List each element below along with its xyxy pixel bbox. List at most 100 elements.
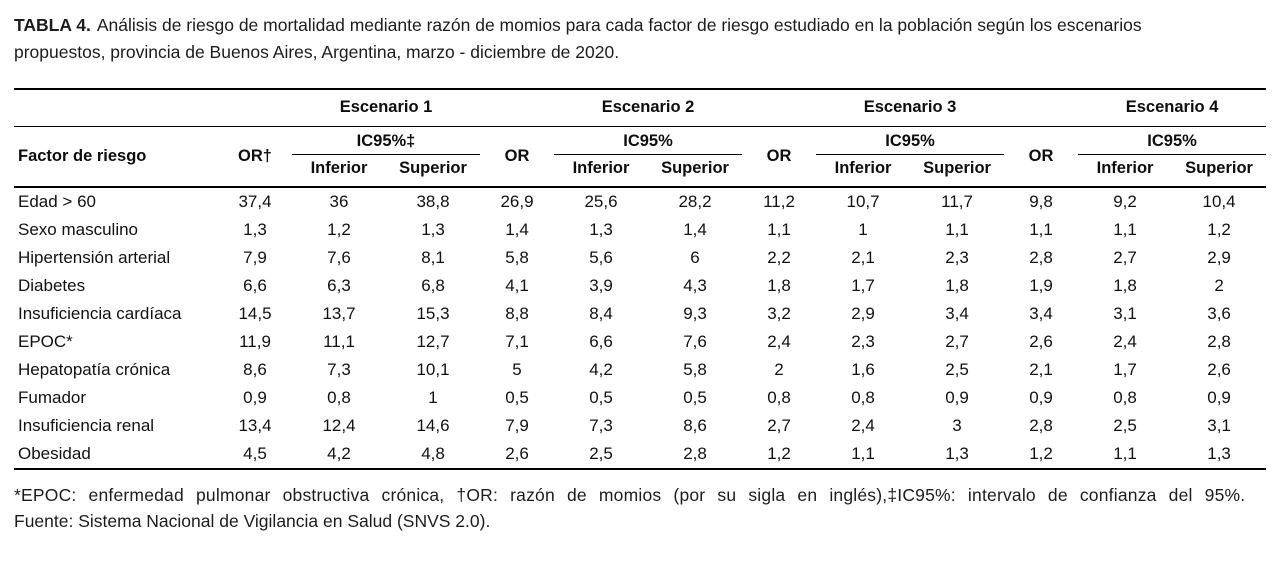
value-cell: 2,5: [589, 444, 613, 464]
value-cell: 1,2: [327, 220, 351, 240]
ic95-header-scenario-4: IC95%: [1078, 126, 1267, 156]
value-cell: 3,4: [1029, 304, 1053, 324]
scenario-2-header: Escenario 2: [554, 89, 743, 128]
scenario-3-header: Escenario 3: [816, 89, 1005, 128]
blank-cell: [742, 89, 817, 128]
superior-header-scenario-4: Superior: [1185, 159, 1253, 178]
value-cell: 36: [329, 192, 349, 212]
table-row: Obesidad 4,5 4,2 4,8 2,6 2,5 2,8 1,2 1,1 1,3 1,2 1,…: [14, 440, 1266, 469]
value-cell: 6,6: [243, 276, 267, 296]
value-cell: 4,8: [421, 444, 445, 464]
value-cell: 8,8: [505, 304, 529, 324]
value-cell: 1,1: [945, 220, 969, 240]
risk-table: Escenario 1 Escenario 2 Escenario 3 Esce…: [14, 88, 1267, 471]
risk-factor-cell: Obesidad: [18, 444, 91, 464]
value-cell: 25,6: [584, 192, 618, 212]
value-cell: 4,5: [243, 444, 267, 464]
value-cell: 13,7: [322, 304, 356, 324]
value-cell: 10,7: [846, 192, 880, 212]
value-cell: 1,1: [1029, 220, 1053, 240]
value-cell: 7,6: [327, 248, 351, 268]
value-cell: 2: [774, 360, 784, 380]
value-cell: 11,9: [239, 332, 271, 352]
inferior-header-scenario-1: Inferior: [310, 159, 368, 178]
value-cell: 1,8: [767, 276, 791, 296]
value-cell: 1,4: [505, 220, 529, 240]
or-header-scenario-1: OR†: [238, 147, 272, 166]
risk-factor-cell: Diabetes: [18, 276, 86, 296]
ic95-header-scenario-3: IC95%: [816, 126, 1005, 156]
value-cell: 0,9: [1029, 388, 1053, 408]
value-cell: 3,1: [1113, 304, 1137, 324]
value-cell: 6,6: [589, 332, 613, 352]
value-cell: 3: [952, 416, 962, 436]
value-cell: 10,1: [416, 360, 450, 380]
value-cell: 7,3: [327, 360, 351, 380]
value-cell: 15,3: [416, 304, 450, 324]
value-cell: 2,6: [1207, 360, 1231, 380]
table-row: Diabetes 6,6 6,3 6,8 4,1 3,9 4,3 1,8 1,7 1,8 1,9 1,…: [14, 272, 1266, 300]
value-cell: 0,5: [589, 388, 613, 408]
value-cell: 1,3: [243, 220, 267, 240]
risk-factor-cell: Hipertensión arterial: [18, 248, 171, 268]
value-cell: 1: [858, 220, 868, 240]
value-cell: 9,8: [1029, 192, 1053, 212]
value-cell: 1,2: [1207, 220, 1231, 240]
value-cell: 1,3: [589, 220, 613, 240]
value-cell: 1,3: [1207, 444, 1231, 464]
value-cell: 2,6: [505, 444, 529, 464]
value-cell: 2,6: [1029, 332, 1053, 352]
value-cell: 0,8: [1113, 388, 1137, 408]
value-cell: 1,4: [683, 220, 707, 240]
value-cell: 10,4: [1202, 192, 1236, 212]
risk-factor-cell: Sexo masculino: [18, 220, 139, 240]
value-cell: 3,4: [945, 304, 969, 324]
table-row: Hepatopatía crónica 8,6 7,3 10,1 5 4,2 5,8 2 1,6…: [14, 356, 1266, 384]
table-header: Escenario 1 Escenario 2 Escenario 3 Esce…: [14, 89, 1267, 188]
value-cell: 2,9: [1207, 248, 1231, 268]
value-cell: 28,2: [678, 192, 712, 212]
value-cell: 2,1: [851, 248, 875, 268]
scenario-4-header: Escenario 4: [1078, 89, 1267, 128]
bounds-header-row: Inferior Superior Inferior Superior Infe…: [14, 155, 1266, 187]
value-cell: 6,3: [327, 276, 351, 296]
value-cell: 0,9: [1207, 388, 1231, 408]
value-cell: 1,3: [421, 220, 445, 240]
value-cell: 2,8: [1029, 248, 1053, 268]
measure-header-row: Factor de riesgo OR† IC95%‡ OR IC95% OR …: [14, 126, 1267, 165]
value-cell: 7,6: [683, 332, 707, 352]
value-cell: 4,3: [683, 276, 707, 296]
value-cell: 14,6: [416, 416, 450, 436]
blank-cell: [1004, 89, 1079, 128]
value-cell: 2,3: [851, 332, 875, 352]
value-cell: 8,6: [683, 416, 707, 436]
value-cell: 1,7: [1113, 360, 1137, 380]
source-note: Fuente: Sistema Nacional de Vigilancia e…: [14, 511, 491, 532]
value-cell: 0,8: [327, 388, 351, 408]
table-row: Insuficiencia cardíaca 14,5 13,7 15,3 8,8 8,4…: [14, 300, 1266, 328]
value-cell: 1,1: [767, 220, 791, 240]
value-cell: 1,2: [1029, 444, 1053, 464]
scenario-1-header: Escenario 1: [292, 89, 481, 128]
value-cell: 1,1: [1113, 220, 1137, 240]
value-cell: 13,4: [238, 416, 272, 436]
value-cell: 4,2: [589, 360, 613, 380]
value-cell: 7,9: [505, 416, 529, 436]
value-cell: 0,9: [945, 388, 969, 408]
caption-label: TABLA 4.: [14, 15, 91, 35]
value-cell: 26,9: [500, 192, 534, 212]
table-body: Edad > 60 37,4 36 38,8 26,9 25,6 28,2 11,2 10,7 1…: [14, 187, 1266, 469]
value-cell: 3,1: [1207, 416, 1231, 436]
value-cell: 12,7: [416, 332, 450, 352]
value-cell: 2,4: [851, 416, 875, 436]
table-row: Edad > 60 37,4 36 38,8 26,9 25,6 28,2 11,2 10,7 1…: [14, 187, 1266, 216]
value-cell: 2,5: [1113, 416, 1137, 436]
value-cell: 5,6: [589, 248, 613, 268]
caption-text: Análisis de riesgo de mortalidad mediant…: [14, 15, 1142, 63]
value-cell: 1,2: [767, 444, 791, 464]
value-cell: 0,9: [243, 388, 267, 408]
value-cell: 2,9: [851, 304, 875, 324]
value-cell: 2,8: [1207, 332, 1231, 352]
value-cell: 2,2: [767, 248, 791, 268]
value-cell: 6,8: [421, 276, 445, 296]
